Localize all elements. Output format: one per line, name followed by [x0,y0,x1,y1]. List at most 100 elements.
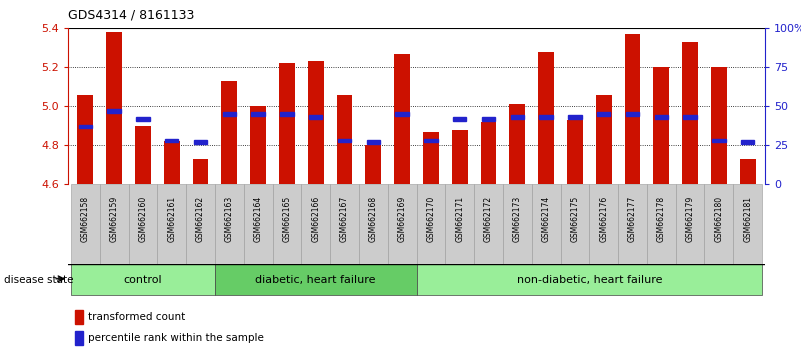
Bar [597,112,610,116]
Bar [532,184,561,264]
Text: GSM662171: GSM662171 [455,196,465,242]
Bar [75,310,83,324]
Text: GDS4314 / 8161133: GDS4314 / 8161133 [68,9,195,22]
Bar [590,184,618,264]
Bar [733,184,762,264]
Text: GSM662168: GSM662168 [368,196,378,242]
Text: GSM662164: GSM662164 [254,196,263,242]
Bar [221,81,237,184]
Bar [503,184,532,264]
Bar [676,184,705,264]
Bar [279,63,295,184]
Bar [394,54,410,184]
Bar [445,184,474,264]
Bar [107,109,121,113]
Bar [654,67,669,184]
Bar [682,42,698,184]
Bar [388,184,417,264]
Bar [396,112,409,116]
Text: GSM662159: GSM662159 [110,196,119,242]
Text: non-diabetic, heart failure: non-diabetic, heart failure [517,275,662,285]
Bar [301,184,330,264]
Text: GSM662181: GSM662181 [743,196,752,242]
Bar [647,184,676,264]
Text: diabetic, heart failure: diabetic, heart failure [256,275,376,285]
Bar [280,112,294,116]
Bar [626,112,639,116]
Text: GSM662174: GSM662174 [541,196,550,242]
Bar [712,138,726,142]
Bar [71,184,100,264]
Bar [509,104,525,184]
Bar [711,67,727,184]
Bar [618,184,647,264]
Bar [75,331,83,345]
Bar [186,184,215,264]
Bar [453,117,466,121]
Bar [135,126,151,184]
Bar [539,115,553,119]
Bar [330,184,359,264]
Bar [215,264,417,295]
Text: GSM662179: GSM662179 [686,196,694,242]
Bar [157,184,186,264]
Bar [359,184,388,264]
Text: GSM662180: GSM662180 [714,196,723,242]
Bar [365,145,381,184]
Text: GSM662178: GSM662178 [657,196,666,242]
Bar [107,32,122,184]
Bar [336,95,352,184]
Text: control: control [123,275,163,285]
Bar [128,184,157,264]
Bar [452,130,468,184]
Text: GSM662177: GSM662177 [628,196,637,242]
Bar [71,264,215,295]
Bar [425,138,437,142]
Text: GSM662162: GSM662162 [196,196,205,242]
Bar [596,95,612,184]
Text: GSM662158: GSM662158 [81,196,90,242]
Bar [741,140,755,144]
Bar [481,117,495,121]
Bar [367,140,380,144]
Text: GSM662166: GSM662166 [312,196,320,242]
Text: GSM662175: GSM662175 [570,196,579,242]
Bar [417,264,762,295]
Text: GSM662169: GSM662169 [397,196,407,242]
Text: GSM662173: GSM662173 [513,196,521,242]
Bar [78,125,92,129]
Text: GSM662163: GSM662163 [225,196,234,242]
Bar [568,115,582,119]
Bar [338,138,352,142]
Bar [538,52,554,184]
Bar [474,184,503,264]
Bar [78,95,93,184]
Bar [417,184,445,264]
Text: GSM662176: GSM662176 [599,196,608,242]
Bar [136,117,150,121]
Bar [309,115,323,119]
Bar [481,122,497,184]
Bar [223,112,236,116]
Bar [705,184,733,264]
Bar [561,184,590,264]
Bar [194,140,207,144]
Text: GSM662170: GSM662170 [426,196,436,242]
Text: percentile rank within the sample: percentile rank within the sample [87,333,264,343]
Bar [510,115,524,119]
Bar [244,184,272,264]
Text: GSM662172: GSM662172 [484,196,493,242]
Bar [654,115,668,119]
Bar [567,120,583,184]
Text: transformed count: transformed count [87,312,185,322]
Bar [192,159,208,184]
Bar [272,184,301,264]
Bar [164,141,179,184]
Text: GSM662165: GSM662165 [283,196,292,242]
Bar [252,112,265,116]
Bar [165,138,179,142]
Text: disease state: disease state [4,275,74,285]
Bar [423,132,439,184]
Bar [250,106,266,184]
Text: GSM662161: GSM662161 [167,196,176,242]
